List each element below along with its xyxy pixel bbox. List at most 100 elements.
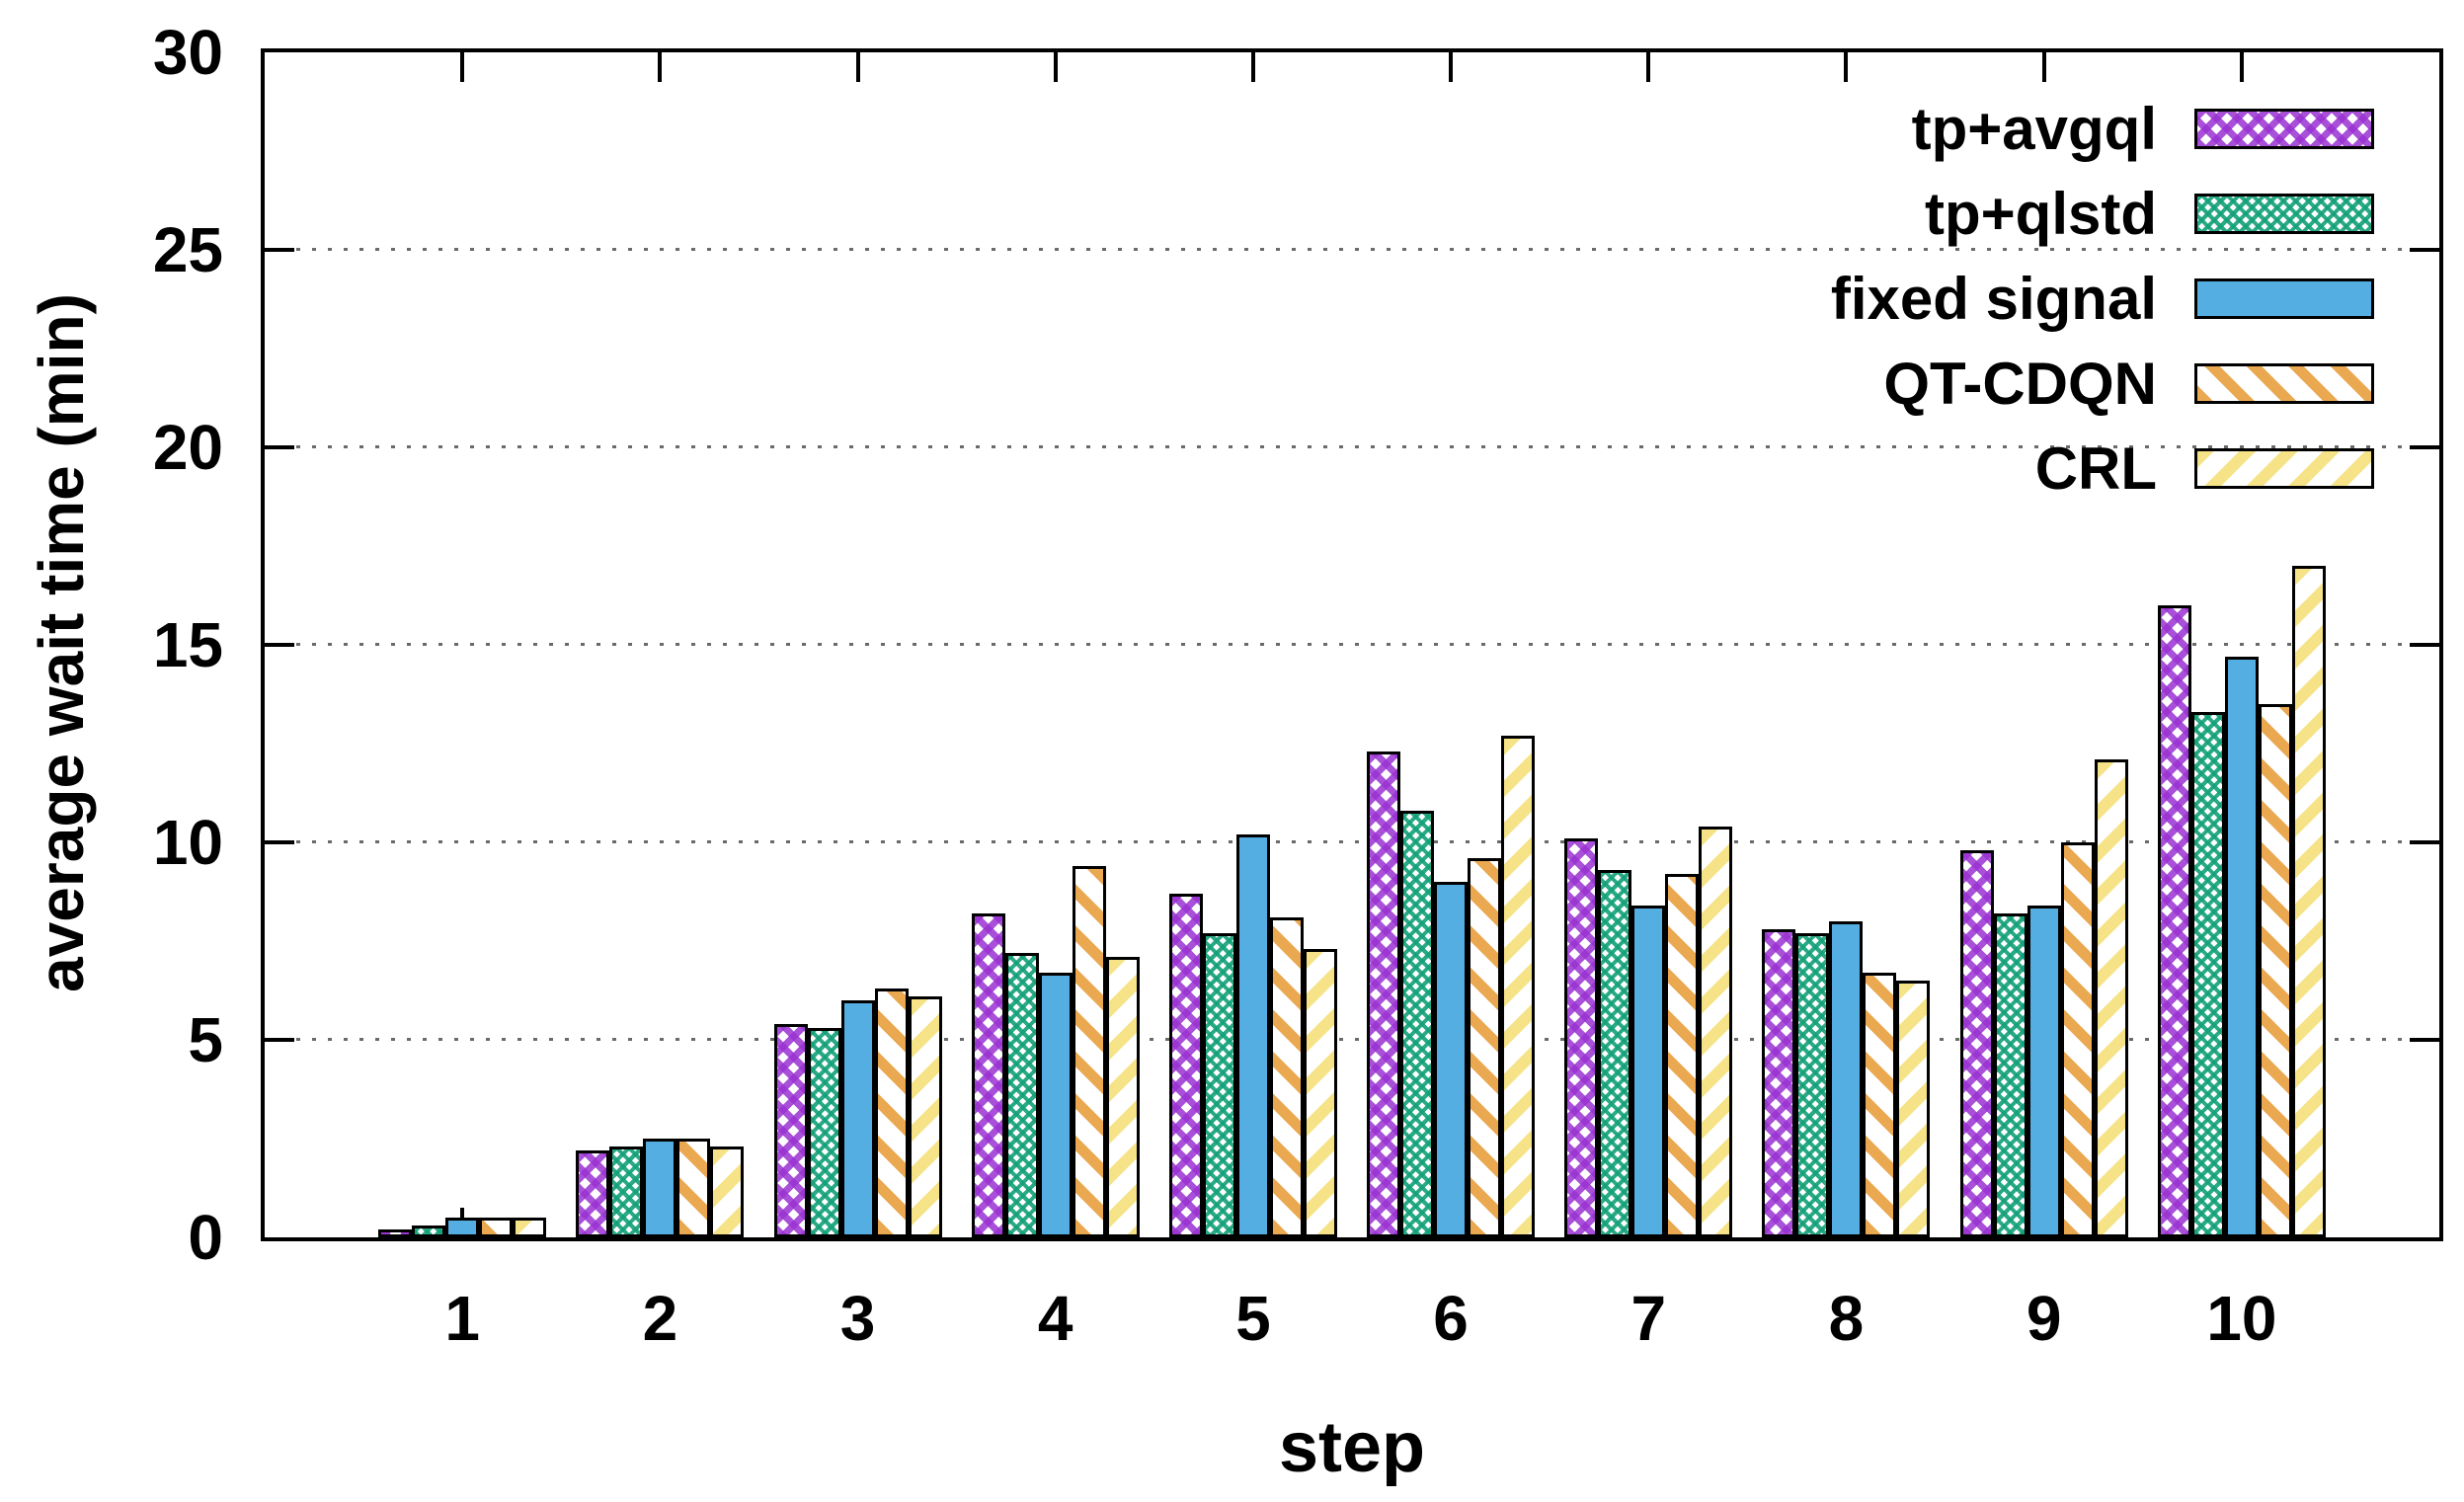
gridline-y-20 xyxy=(265,445,2439,448)
bar-tp-avgql-step-1 xyxy=(378,1229,413,1237)
ytick-mark-right-20 xyxy=(2410,445,2439,449)
bar-crl-step-1 xyxy=(513,1218,547,1237)
legend-label: tp+avgql xyxy=(1911,95,2157,162)
ytick-label-15: 15 xyxy=(152,609,223,680)
bar-tp-avgql-step-4 xyxy=(971,913,1005,1237)
ytick-mark-right-5 xyxy=(2410,1038,2439,1042)
bar-tp-qlstd-step-7 xyxy=(1598,870,1632,1237)
ytick-mark-left-5 xyxy=(265,1038,294,1042)
xtick-label-1: 1 xyxy=(444,1283,480,1354)
bar-fixed-signal-step-5 xyxy=(1235,834,1270,1237)
ytick-label-0: 0 xyxy=(188,1202,223,1273)
ytick-mark-left-25 xyxy=(265,248,294,252)
legend-swatch-purple-crosshatch xyxy=(2194,108,2374,149)
legend-row-3: QT-CDQN xyxy=(1831,341,2374,426)
bar-crl-step-3 xyxy=(908,996,942,1237)
xtick-label-8: 8 xyxy=(1828,1283,1865,1354)
bar-fixed-signal-step-10 xyxy=(2224,657,2259,1237)
ytick-label-5: 5 xyxy=(188,1004,223,1075)
legend-swatch-solid xyxy=(2194,277,2374,319)
xtick-mark-top-7 xyxy=(1646,52,1651,82)
bar-tp-avgql-step-2 xyxy=(576,1150,610,1237)
ytick-label-30: 30 xyxy=(152,17,223,88)
xtick-label-6: 6 xyxy=(1433,1283,1469,1354)
xtick-mark-top-4 xyxy=(1053,52,1058,82)
bar-crl-step-8 xyxy=(1896,981,1931,1237)
bar-fixed-signal-step-7 xyxy=(1631,906,1666,1237)
legend-label: tp+qlstd xyxy=(1925,180,2157,247)
gridline-y-10 xyxy=(265,840,2439,843)
legend-row-2: fixed signal xyxy=(1831,256,2374,341)
bar-qt-cdqn-step-2 xyxy=(676,1139,711,1237)
bar-qt-cdqn-step-4 xyxy=(1072,866,1106,1237)
bar-tp-qlstd-step-2 xyxy=(609,1146,644,1237)
ytick-mark-left-10 xyxy=(265,840,294,844)
legend-row-0: tp+avgql xyxy=(1831,86,2374,171)
ytick-label-10: 10 xyxy=(152,807,223,878)
bar-qt-cdqn-step-9 xyxy=(2060,842,2095,1237)
bar-tp-qlstd-step-1 xyxy=(412,1225,446,1237)
gridline-y-5 xyxy=(265,1038,2439,1041)
ytick-label-25: 25 xyxy=(152,214,223,285)
bar-qt-cdqn-step-8 xyxy=(1863,973,1897,1237)
legend-swatch-yellow-diagonal-up xyxy=(2194,447,2374,489)
legend-label: CRL xyxy=(2034,435,2157,502)
bar-qt-cdqn-step-1 xyxy=(479,1218,514,1237)
legend-swatch-green-checker xyxy=(2194,193,2374,234)
xtick-label-2: 2 xyxy=(642,1283,678,1354)
bar-tp-avgql-step-3 xyxy=(773,1024,808,1237)
bar-tp-qlstd-step-3 xyxy=(807,1028,841,1237)
xtick-mark-top-6 xyxy=(1449,52,1454,82)
bar-fixed-signal-step-4 xyxy=(1038,973,1073,1237)
bar-fixed-signal-step-2 xyxy=(643,1139,677,1237)
bar-tp-avgql-step-8 xyxy=(1762,929,1796,1237)
legend-row-4: CRL xyxy=(1831,426,2374,511)
bar-qt-cdqn-step-3 xyxy=(874,988,909,1237)
legend-label: QT-CDQN xyxy=(1883,350,2157,417)
bar-tp-qlstd-step-4 xyxy=(1004,953,1039,1237)
xtick-label-3: 3 xyxy=(839,1283,876,1354)
xtick-mark-top-9 xyxy=(2041,52,2046,82)
ytick-label-20: 20 xyxy=(152,412,223,483)
bar-fixed-signal-step-8 xyxy=(1829,921,1864,1237)
legend-swatch-orange-diagonal-down xyxy=(2194,362,2374,404)
bar-tp-avgql-step-7 xyxy=(1564,838,1599,1237)
bar-qt-cdqn-step-5 xyxy=(1269,917,1304,1237)
ytick-mark-right-15 xyxy=(2410,643,2439,647)
bar-tp-qlstd-step-5 xyxy=(1202,933,1236,1237)
bar-tp-avgql-step-9 xyxy=(1959,850,1994,1237)
gridline-y-25 xyxy=(265,248,2439,251)
bar-tp-avgql-step-6 xyxy=(1367,751,1401,1237)
bar-qt-cdqn-step-6 xyxy=(1468,858,1502,1237)
xtick-label-9: 9 xyxy=(2026,1283,2062,1354)
ytick-mark-left-20 xyxy=(265,445,294,449)
bar-fixed-signal-step-1 xyxy=(445,1218,480,1237)
ytick-mark-right-25 xyxy=(2410,248,2439,252)
bar-crl-step-7 xyxy=(1699,827,1733,1237)
bar-tp-qlstd-step-8 xyxy=(1795,933,1830,1237)
bar-crl-step-4 xyxy=(1105,957,1140,1237)
bar-tp-qlstd-step-10 xyxy=(2190,712,2225,1237)
x-axis-title: step xyxy=(1278,1408,1426,1487)
bar-fixed-signal-step-9 xyxy=(2027,906,2061,1237)
ytick-mark-right-10 xyxy=(2410,840,2439,844)
xtick-label-7: 7 xyxy=(1630,1283,1667,1354)
legend-label: fixed signal xyxy=(1830,265,2157,332)
bar-crl-step-2 xyxy=(710,1146,745,1237)
legend: tp+avgql tp+qlstd fixed signal QT-CDQN CRL xyxy=(1831,86,2374,511)
legend-row-1: tp+qlstd xyxy=(1831,171,2374,256)
bar-crl-step-5 xyxy=(1303,949,1337,1237)
bar-tp-qlstd-step-9 xyxy=(1993,913,2027,1237)
bar-crl-step-6 xyxy=(1501,736,1536,1237)
ytick-mark-left-15 xyxy=(265,643,294,647)
plot-area: tp+avgql tp+qlstd fixed signal QT-CDQN CRL xyxy=(261,48,2443,1241)
bar-crl-step-9 xyxy=(2094,759,2128,1237)
bar-tp-avgql-step-10 xyxy=(2157,605,2191,1237)
xtick-label-5: 5 xyxy=(1235,1283,1271,1354)
xtick-mark-top-8 xyxy=(1844,52,1849,82)
xtick-mark-top-10 xyxy=(2239,52,2244,82)
bar-tp-avgql-step-5 xyxy=(1168,894,1203,1237)
xtick-label-10: 10 xyxy=(2206,1283,2277,1354)
xtick-mark-top-1 xyxy=(460,52,465,82)
